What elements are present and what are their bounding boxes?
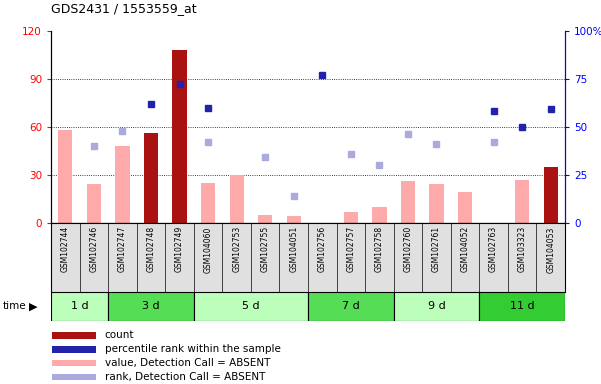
Text: GSM102758: GSM102758 xyxy=(375,226,384,272)
Text: 1 d: 1 d xyxy=(71,301,88,311)
Bar xyxy=(115,146,130,223)
Bar xyxy=(230,175,244,223)
Text: rank, Detection Call = ABSENT: rank, Detection Call = ABSENT xyxy=(105,372,265,382)
Text: GSM102748: GSM102748 xyxy=(147,226,156,272)
Bar xyxy=(401,181,415,223)
Bar xyxy=(201,183,215,223)
Text: GSM104060: GSM104060 xyxy=(204,226,213,273)
Text: GSM102747: GSM102747 xyxy=(118,226,127,272)
Bar xyxy=(52,374,96,381)
Text: GSM102744: GSM102744 xyxy=(61,226,70,272)
Bar xyxy=(308,292,394,321)
Text: count: count xyxy=(105,330,134,340)
Text: GSM102746: GSM102746 xyxy=(90,226,99,272)
Text: 5 d: 5 d xyxy=(242,301,260,311)
Text: GSM102757: GSM102757 xyxy=(346,226,355,272)
Bar xyxy=(51,292,108,321)
Text: time: time xyxy=(3,301,26,311)
Bar xyxy=(52,332,96,339)
Bar xyxy=(58,130,73,223)
Text: 9 d: 9 d xyxy=(427,301,445,311)
Text: GSM102760: GSM102760 xyxy=(403,226,412,272)
Bar xyxy=(194,292,308,321)
Bar xyxy=(458,192,472,223)
Text: GSM104052: GSM104052 xyxy=(460,226,469,272)
Text: GSM104051: GSM104051 xyxy=(289,226,298,272)
Text: GSM103323: GSM103323 xyxy=(517,226,526,272)
Text: GSM102753: GSM102753 xyxy=(232,226,241,272)
Text: value, Detection Call = ABSENT: value, Detection Call = ABSENT xyxy=(105,358,270,368)
Text: GSM102749: GSM102749 xyxy=(175,226,184,272)
Text: percentile rank within the sample: percentile rank within the sample xyxy=(105,344,281,354)
Bar xyxy=(372,207,386,223)
Text: GDS2431 / 1553559_at: GDS2431 / 1553559_at xyxy=(51,2,197,15)
Bar xyxy=(344,212,358,223)
Text: 11 d: 11 d xyxy=(510,301,534,311)
Bar xyxy=(52,346,96,353)
Text: GSM102761: GSM102761 xyxy=(432,226,441,272)
Bar xyxy=(52,360,96,366)
Bar xyxy=(543,167,558,223)
Text: 3 d: 3 d xyxy=(142,301,160,311)
Bar xyxy=(258,215,272,223)
Text: 7 d: 7 d xyxy=(342,301,360,311)
Bar xyxy=(108,292,194,321)
Text: ▶: ▶ xyxy=(29,301,37,311)
Text: GSM102763: GSM102763 xyxy=(489,226,498,272)
Text: GSM104053: GSM104053 xyxy=(546,226,555,273)
Bar xyxy=(287,216,301,223)
Bar xyxy=(144,133,158,223)
Bar xyxy=(429,184,444,223)
Bar xyxy=(515,180,529,223)
Bar xyxy=(394,292,479,321)
Bar xyxy=(87,184,101,223)
Bar xyxy=(172,50,187,223)
Text: GSM102755: GSM102755 xyxy=(261,226,270,272)
Text: GSM102756: GSM102756 xyxy=(318,226,327,272)
Bar xyxy=(144,133,158,223)
Bar xyxy=(479,292,565,321)
